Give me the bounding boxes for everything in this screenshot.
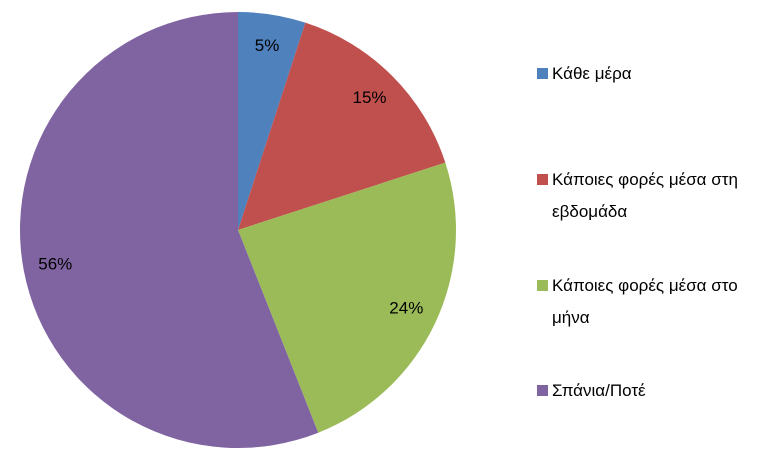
slice-label: 5% <box>255 36 280 55</box>
legend-swatch <box>537 385 548 396</box>
slice-label: 56% <box>38 254 72 273</box>
pie-slice <box>238 22 446 231</box>
legend-item: Κάθε μέρα <box>537 58 757 90</box>
legend-swatch <box>537 280 548 291</box>
legend-swatch <box>537 174 548 185</box>
legend-label: Κάθε μέρα <box>552 64 632 83</box>
legend-item: Κάποιες φορές μέσα στο μήνα <box>537 270 757 334</box>
slice-label: 15% <box>353 88 387 107</box>
pie-slice <box>238 12 306 230</box>
pie-slice <box>19 12 319 448</box>
legend-swatch <box>537 68 548 79</box>
pie-slice <box>238 162 456 433</box>
legend-label: Σπάνια/Ποτέ <box>552 381 646 400</box>
legend-label: Κάποιες φορές μέσα στο μήνα <box>552 276 738 327</box>
chart: 5% 15% 24% 56% <box>19 12 456 448</box>
legend-item: Κάποιες φορές μέσα στη εβδομάδα <box>537 164 757 228</box>
legend-item: Σπάνια/Ποτέ <box>537 375 757 407</box>
slice-label: 24% <box>389 299 423 318</box>
legend-label: Κάποιες φορές μέσα στη εβδομάδα <box>552 170 738 221</box>
